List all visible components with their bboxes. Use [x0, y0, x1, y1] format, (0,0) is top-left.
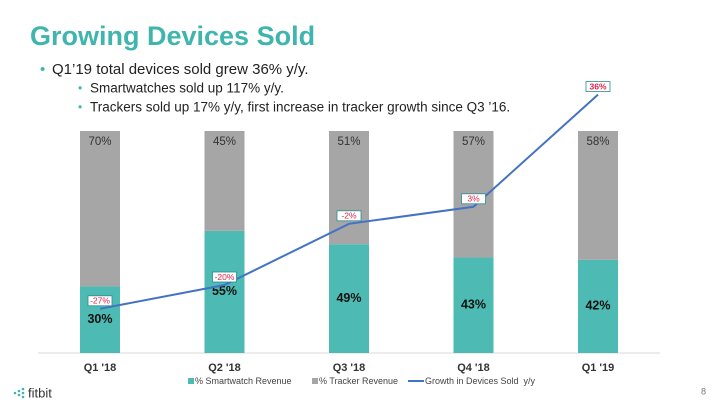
bar-value-label: 70% — [88, 136, 111, 148]
bar-value-label: 57% — [462, 136, 485, 148]
bullet-dot: • — [40, 61, 45, 78]
bar-segment — [204, 131, 245, 231]
x-tick-label: Q1 '18 — [84, 362, 117, 374]
bar-value-label: 51% — [337, 136, 360, 148]
legend-label: Growth in Devices Sold y/y — [425, 376, 536, 386]
bullet: Trackers sold up 17% y/y, first increase… — [90, 100, 510, 115]
bar-segment — [578, 259, 618, 353]
bar-segment — [80, 131, 120, 287]
line-value-label: 36% — [589, 81, 606, 91]
legend-label: % Tracker Revenue — [319, 376, 398, 386]
line-label-box — [87, 295, 113, 307]
bar-segment — [329, 131, 369, 245]
bar-value-label: 58% — [586, 136, 609, 148]
growth-line — [99, 93, 599, 310]
bar-value-label: 55% — [212, 284, 237, 298]
bullet-dot: • — [78, 100, 82, 114]
legend-swatch — [312, 378, 318, 384]
bar-value-label: 30% — [87, 312, 112, 326]
x-tick-label: Q3 '18 — [333, 362, 366, 374]
bullet: Smartwatches sold up 117% y/y. — [90, 81, 284, 96]
bar-value-label: 43% — [461, 298, 486, 312]
slide-title: Growing Devices Sold — [30, 21, 315, 51]
bar-segment — [578, 131, 618, 260]
x-tick-label: Q4 '18 — [457, 362, 490, 374]
line-label-box — [212, 271, 237, 283]
footer-logo-text: fitbit — [28, 385, 52, 400]
page-number: 8 — [701, 386, 706, 396]
x-tick-label: Q2 '18 — [208, 362, 241, 374]
bar-value-label: 45% — [213, 136, 236, 148]
bullet: Q1’19 total devices sold grew 36% y/y. — [52, 61, 309, 78]
bar-segment — [204, 230, 245, 353]
line-value-label: -20% — [215, 272, 235, 282]
legend-swatch — [188, 378, 194, 384]
bar-value-label: 49% — [336, 291, 361, 305]
logo — [13, 387, 25, 399]
line-label-box — [585, 81, 611, 92]
legend-label: % Smartwatch Revenue — [195, 376, 292, 386]
bar-segment — [329, 244, 369, 353]
x-tick-label: Q1 '19 — [582, 362, 615, 374]
bar-value-label: 42% — [585, 299, 610, 313]
bullet-dot: • — [78, 81, 82, 95]
line-value-label: -27% — [90, 296, 110, 306]
line-value-label: -2% — [341, 211, 357, 221]
line-label-box — [461, 193, 486, 205]
line-value-label: 3% — [467, 194, 480, 204]
bar-segment — [453, 257, 494, 353]
line-label-box — [336, 210, 362, 222]
